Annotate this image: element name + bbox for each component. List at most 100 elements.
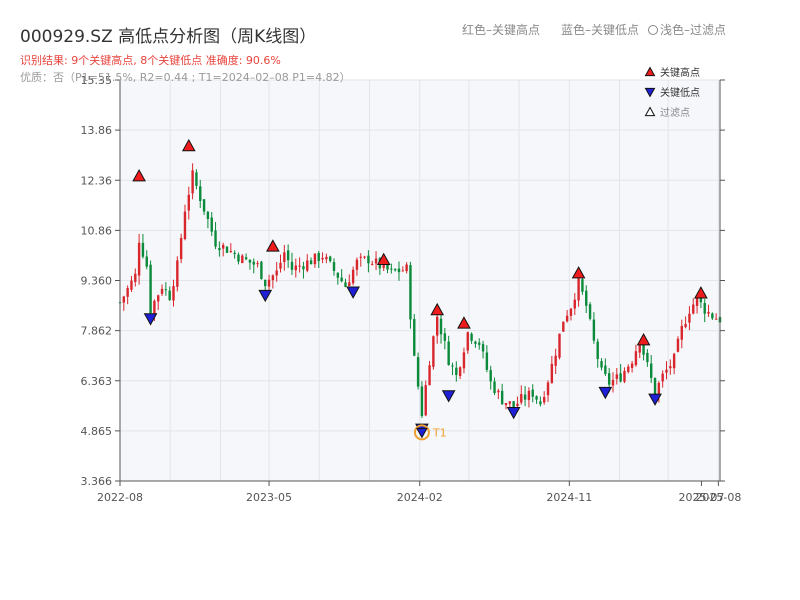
candle-body bbox=[267, 279, 271, 287]
candle-body bbox=[229, 251, 233, 253]
page-title: 000929.SZ 高低点分析图（周K线图） bbox=[20, 27, 317, 47]
legend-marker bbox=[644, 106, 656, 117]
x-tick-label: 2022-08 bbox=[97, 491, 143, 504]
candle-body bbox=[260, 261, 263, 280]
candle-body bbox=[497, 390, 500, 393]
candle-body bbox=[688, 313, 691, 323]
candle-body bbox=[176, 260, 179, 287]
candle-body bbox=[535, 396, 538, 400]
candle-body bbox=[596, 341, 599, 360]
candle-body bbox=[638, 344, 641, 353]
candle-body bbox=[218, 248, 221, 251]
key-high-marker bbox=[636, 332, 651, 346]
x-tick-label: 2024-11 bbox=[546, 491, 592, 504]
candle-body bbox=[191, 170, 194, 194]
candle-body bbox=[554, 355, 557, 366]
candle-body bbox=[455, 367, 458, 376]
candle-body bbox=[707, 311, 710, 314]
candle-body bbox=[627, 366, 630, 372]
candle-body bbox=[164, 289, 168, 291]
candle-body bbox=[642, 344, 645, 355]
x-tick-label: 2025-08 bbox=[695, 491, 741, 504]
candle-body bbox=[244, 257, 248, 260]
candle-body bbox=[157, 295, 160, 302]
legend-light-item: 浅色–过滤点 bbox=[648, 21, 726, 38]
candle-body bbox=[126, 288, 129, 297]
candle-body bbox=[462, 352, 466, 369]
candle-body bbox=[386, 262, 389, 270]
candle-body bbox=[478, 342, 481, 345]
candle-body bbox=[390, 268, 393, 270]
candle-body bbox=[321, 257, 324, 260]
candle-body bbox=[619, 373, 622, 382]
key-high-marker bbox=[132, 169, 146, 182]
y-tick-label: 3.366 bbox=[81, 475, 113, 488]
candle-body bbox=[271, 275, 275, 281]
candle-body bbox=[680, 325, 683, 340]
candle-body bbox=[550, 363, 554, 383]
candle-body bbox=[130, 280, 133, 290]
candle-body bbox=[179, 237, 183, 260]
candle-body bbox=[661, 373, 664, 382]
y-tick-label: 13.86 bbox=[81, 124, 113, 137]
candle-body bbox=[565, 315, 569, 322]
y-tick-label: 15.35 bbox=[81, 74, 113, 87]
candle-body bbox=[699, 298, 703, 303]
candle-body bbox=[485, 352, 489, 370]
candle-body bbox=[539, 401, 542, 405]
candle-body bbox=[585, 290, 588, 306]
candle-body bbox=[474, 341, 477, 344]
candle-body bbox=[577, 277, 580, 301]
candle-body bbox=[137, 242, 141, 276]
result-summary: 识别结果: 9个关键高点, 8个关键低点 准确度: 90.6% bbox=[20, 54, 281, 67]
candle-body bbox=[336, 272, 340, 278]
candle-body bbox=[588, 304, 592, 319]
candle-body bbox=[256, 263, 259, 265]
legend-blue-text: 蓝色–关键低点 bbox=[561, 23, 640, 37]
candle-body bbox=[275, 270, 278, 276]
candle-body bbox=[607, 373, 611, 385]
candle-body bbox=[122, 296, 126, 303]
legend-red-text: 红色–关键高点 bbox=[462, 23, 541, 37]
candle-body bbox=[237, 254, 240, 262]
key-low-marker bbox=[346, 286, 360, 299]
candle-body bbox=[634, 351, 638, 366]
candle-body bbox=[294, 265, 297, 271]
candle-body bbox=[646, 352, 649, 363]
legend-marker bbox=[644, 87, 656, 98]
y-tick-label: 12.36 bbox=[81, 174, 113, 187]
key-low-marker bbox=[258, 289, 273, 303]
candle-body bbox=[214, 230, 217, 247]
candle-body bbox=[168, 290, 171, 301]
x-tick-label: 2024-02 bbox=[397, 491, 443, 504]
candle-body bbox=[248, 259, 252, 263]
y-tick-label: 10.86 bbox=[81, 224, 113, 237]
candle-body bbox=[504, 402, 508, 406]
legend-label: 关键高点 bbox=[660, 66, 700, 79]
candle-body bbox=[520, 394, 523, 403]
key-low-marker bbox=[441, 390, 456, 403]
candle-body bbox=[405, 264, 408, 272]
candle-body bbox=[348, 282, 351, 286]
candle-body bbox=[264, 279, 267, 287]
candle-body bbox=[290, 261, 294, 270]
candle-body bbox=[653, 377, 657, 396]
candle-body bbox=[199, 186, 202, 202]
candle-series bbox=[118, 163, 722, 418]
candle-body bbox=[382, 262, 385, 268]
candle-body bbox=[527, 390, 531, 400]
candle-body bbox=[592, 319, 596, 341]
candle-body bbox=[206, 211, 210, 219]
candle-body bbox=[325, 256, 328, 260]
candle-body bbox=[558, 333, 561, 358]
key-low-marker bbox=[143, 313, 158, 326]
candle-body bbox=[439, 318, 443, 335]
candle-body bbox=[428, 365, 431, 386]
key-high-marker bbox=[181, 138, 196, 152]
candle-body bbox=[241, 255, 244, 264]
candle-body bbox=[355, 259, 359, 270]
candle-body bbox=[516, 403, 519, 407]
candle-body bbox=[569, 308, 573, 316]
